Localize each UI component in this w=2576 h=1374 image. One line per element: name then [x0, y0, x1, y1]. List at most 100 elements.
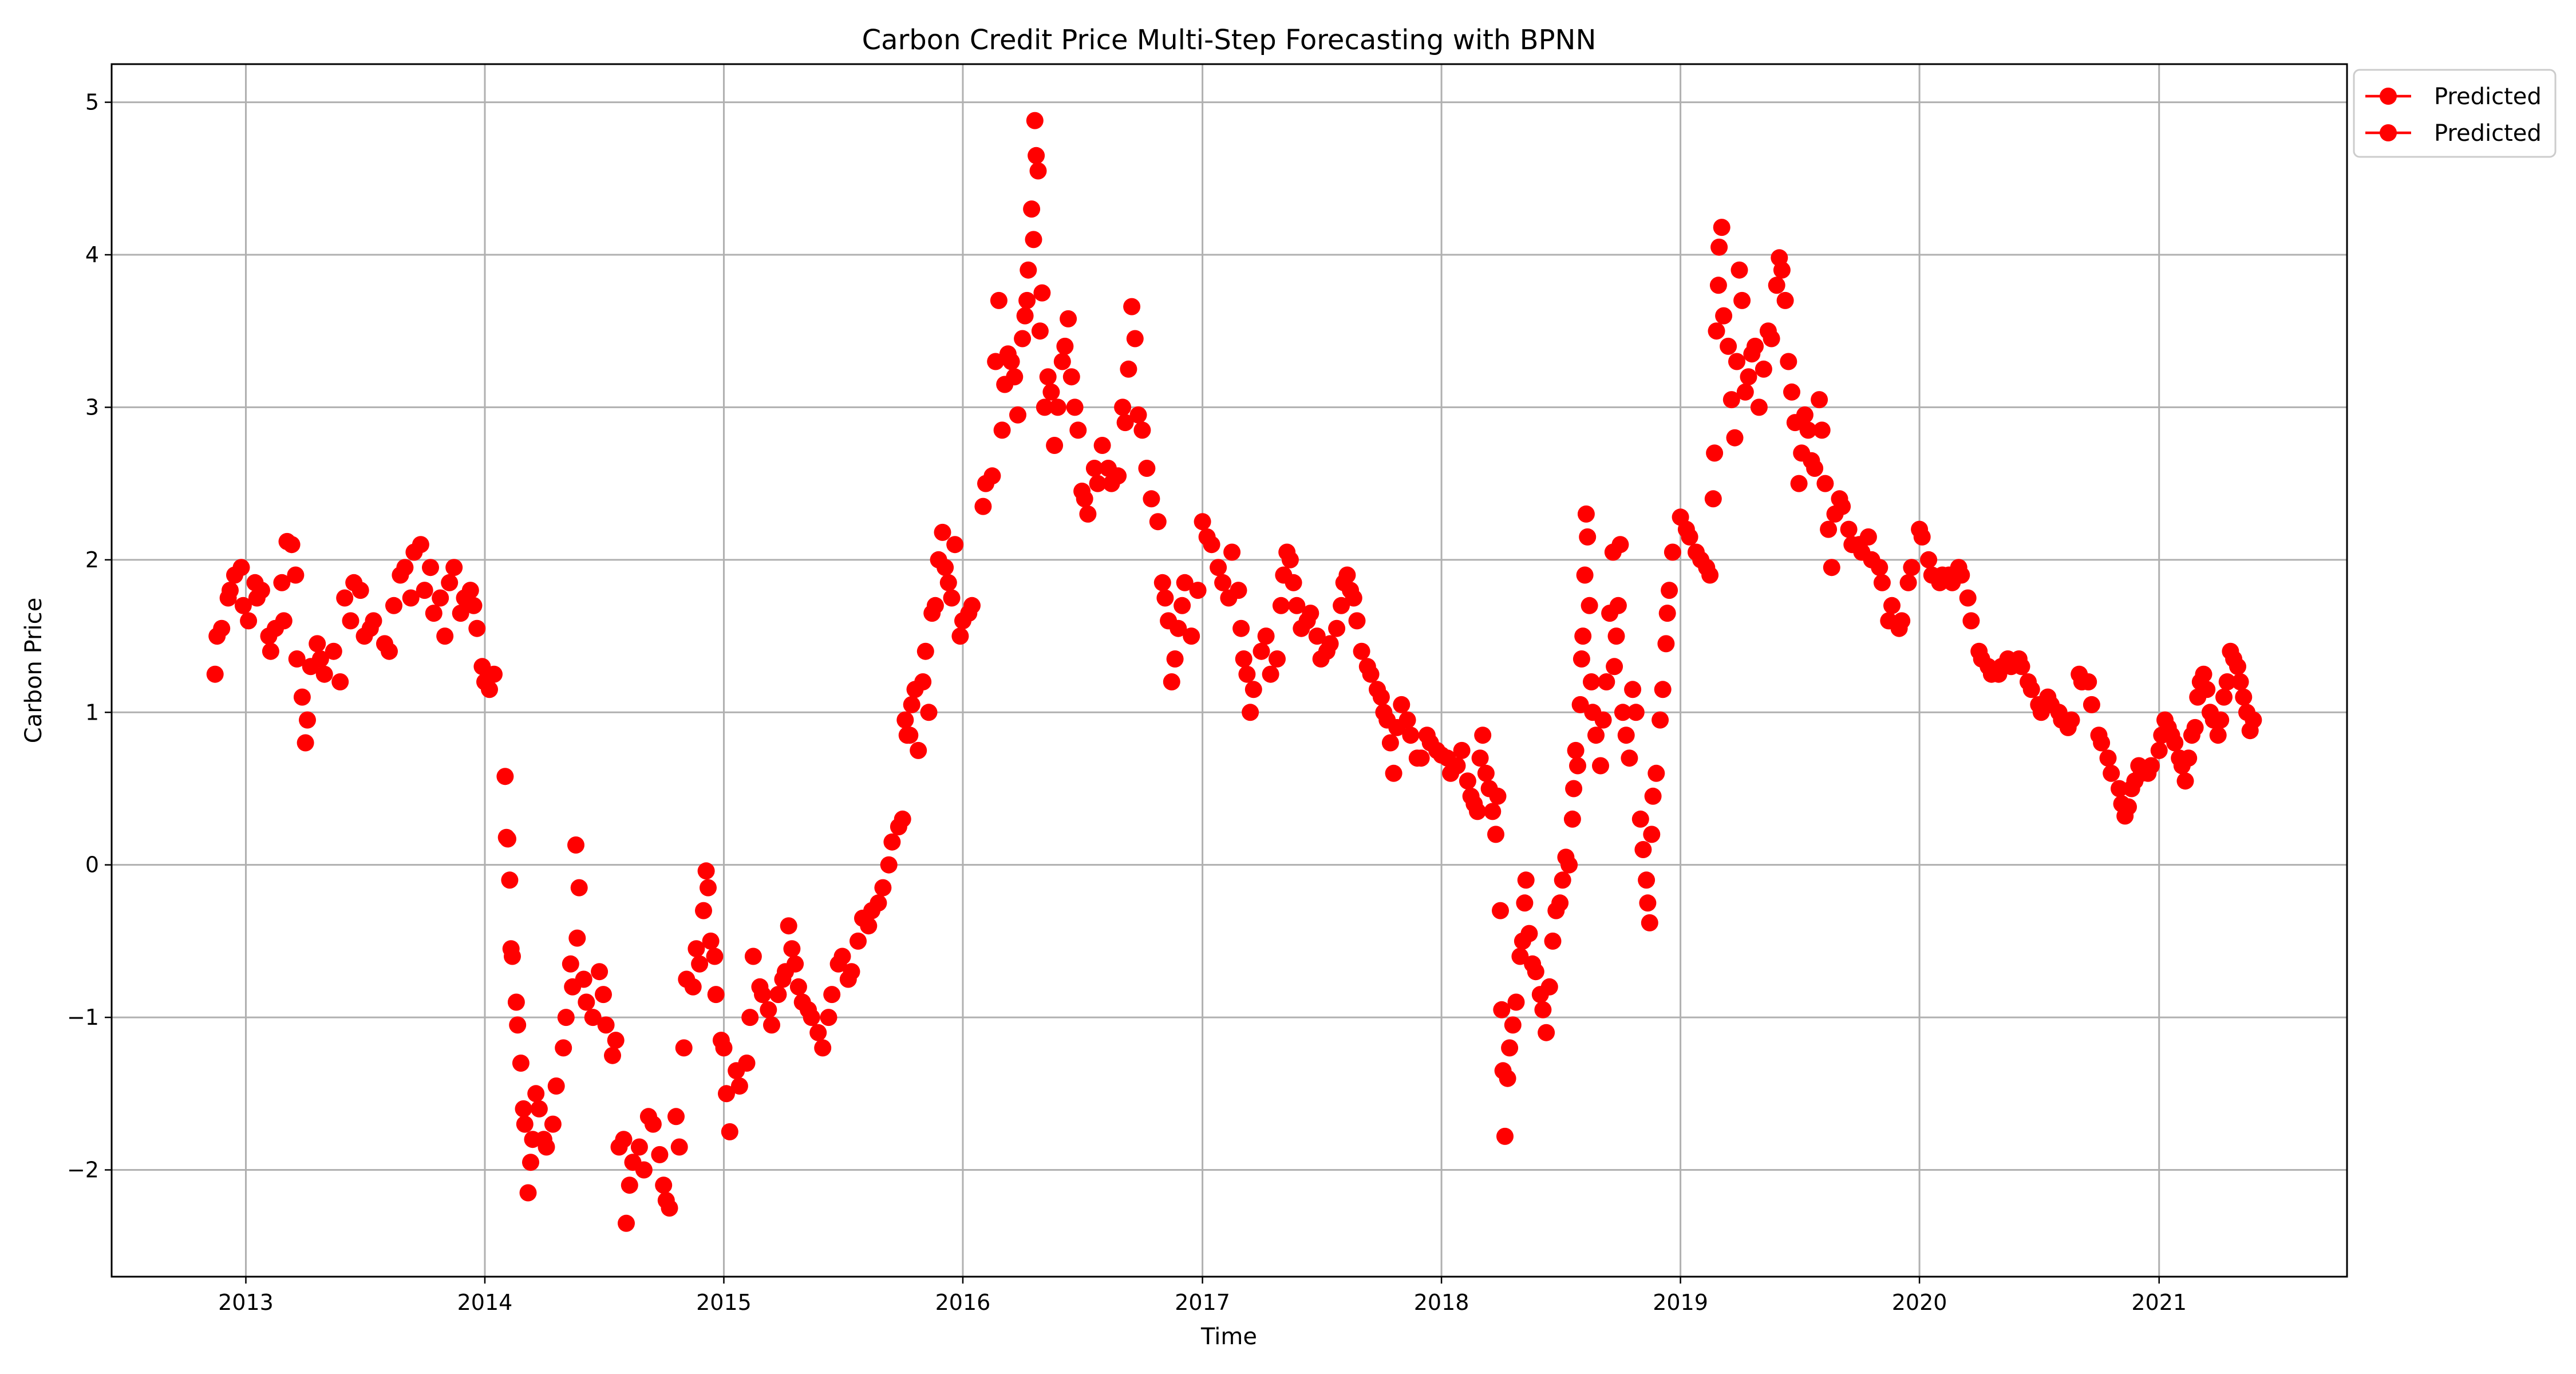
- data-point: [1688, 543, 1705, 561]
- data-point: [1614, 704, 1631, 721]
- data-point: [1576, 566, 1594, 584]
- data-point: [990, 291, 1008, 309]
- data-point: [1811, 391, 1828, 409]
- data-point: [1025, 231, 1042, 248]
- data-point: [702, 932, 720, 950]
- data-point: [1594, 711, 1612, 729]
- data-point: [1056, 337, 1074, 355]
- data-point: [392, 566, 409, 584]
- data-point: [1709, 277, 1727, 294]
- data-point: [937, 559, 954, 577]
- x-tick-label: 2018: [1414, 1290, 1469, 1315]
- data-point: [1609, 597, 1627, 614]
- data-point: [1120, 360, 1137, 378]
- data-point: [721, 1123, 738, 1140]
- legend-label: Predicted: [2434, 84, 2542, 110]
- data-point: [1538, 1024, 1555, 1041]
- data-point: [1631, 810, 1649, 828]
- data-point: [555, 1039, 572, 1057]
- legend-box: [2353, 69, 2557, 158]
- data-point: [512, 1055, 530, 1072]
- data-point: [1776, 291, 1794, 309]
- data-point: [1534, 1001, 1552, 1018]
- data-point: [1834, 498, 1851, 515]
- data-point: [1592, 757, 1609, 775]
- data-point: [1750, 398, 1768, 416]
- data-point: [2143, 757, 2160, 775]
- y-tick-label: −1: [67, 1005, 99, 1030]
- data-point: [1643, 826, 1661, 843]
- data-point: [2209, 727, 2227, 744]
- data-point: [1577, 505, 1595, 523]
- data-point: [2073, 673, 2091, 690]
- data-point: [741, 1009, 759, 1026]
- data-point: [1913, 528, 1931, 546]
- data-point: [1736, 383, 1754, 401]
- data-point: [1079, 505, 1097, 523]
- data-point: [547, 1077, 565, 1095]
- data-point: [943, 589, 961, 607]
- data-point: [880, 856, 898, 874]
- data-point: [1730, 261, 1748, 279]
- data-point: [1920, 551, 1938, 568]
- data-point: [1863, 551, 1880, 568]
- data-point: [1393, 696, 1411, 713]
- data-point: [234, 597, 252, 614]
- data-point: [1381, 734, 1399, 752]
- data-point: [1953, 566, 1970, 584]
- data-point: [1049, 398, 1066, 416]
- data-point: [1328, 619, 1346, 637]
- data-point: [1733, 291, 1751, 309]
- data-point: [712, 1032, 730, 1049]
- data-point: [910, 741, 927, 759]
- data-point: [497, 828, 515, 846]
- data-point: [1544, 932, 1562, 950]
- x-tick-label: 2017: [1175, 1290, 1230, 1315]
- y-tick-label: 2: [85, 547, 99, 572]
- data-point: [315, 665, 333, 683]
- data-point: [1016, 307, 1034, 325]
- data-point: [1859, 528, 1877, 546]
- data-point: [597, 1016, 615, 1034]
- data-point: [1722, 391, 1740, 409]
- data-point: [232, 559, 250, 577]
- data-point: [814, 1039, 832, 1057]
- data-point: [675, 1039, 693, 1057]
- y-tick-label: 3: [85, 394, 99, 420]
- data-point: [1174, 597, 1191, 614]
- data-point: [1899, 574, 1917, 591]
- data-point: [1235, 650, 1253, 668]
- data-point: [502, 940, 520, 958]
- data-point: [999, 345, 1017, 363]
- data-point: [381, 642, 398, 660]
- data-point: [1471, 749, 1489, 767]
- data-point: [1375, 704, 1393, 721]
- data-point: [240, 612, 258, 630]
- data-point: [1176, 574, 1194, 591]
- y-axis-label: Carbon Price: [21, 598, 47, 743]
- data-point: [1563, 810, 1581, 828]
- data-point: [1527, 963, 1544, 981]
- data-points: [206, 112, 2262, 1232]
- data-point: [688, 940, 705, 958]
- data-point: [1281, 551, 1299, 568]
- data-point: [425, 605, 442, 622]
- data-point: [1638, 871, 1656, 889]
- data-point: [1069, 421, 1087, 439]
- data-point: [839, 970, 857, 988]
- x-tick-label: 2020: [1892, 1290, 1947, 1315]
- data-point: [1715, 307, 1733, 325]
- data-point: [987, 353, 1005, 370]
- data-point: [1611, 536, 1629, 554]
- data-point: [1893, 612, 1911, 630]
- data-point: [519, 1184, 537, 1202]
- plot-frame: [110, 63, 2348, 1278]
- data-point: [1138, 460, 1156, 477]
- data-point: [1565, 780, 1583, 797]
- data-point: [293, 688, 311, 706]
- data-point: [1448, 757, 1466, 775]
- data-point: [1288, 597, 1306, 614]
- data-point: [509, 1016, 527, 1034]
- data-point: [896, 711, 914, 729]
- data-point: [351, 582, 369, 599]
